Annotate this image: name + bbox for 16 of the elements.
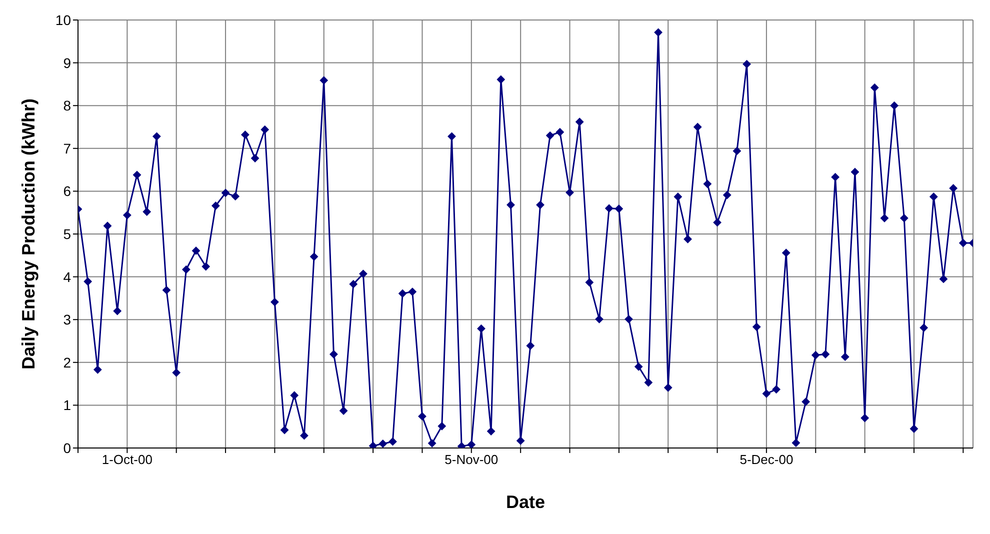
- y-tick-label: 9: [63, 54, 72, 71]
- x-tick-label: 5-Dec-00: [740, 452, 794, 468]
- x-axis-title: Date: [506, 492, 546, 512]
- y-tick-label: 6: [63, 183, 72, 200]
- x-tick-label: 1-Oct-00: [102, 452, 152, 468]
- y-tick-label: 2: [63, 354, 72, 370]
- y-tick-label: 5: [63, 226, 72, 242]
- y-axis-title: Daily Energy Production (kWhr): [18, 98, 38, 370]
- y-tick-label: 10: [55, 12, 72, 28]
- x-tick-label: 5-Nov-00: [444, 452, 498, 468]
- y-tick-label: 0: [63, 440, 72, 456]
- y-tick-label: 8: [63, 98, 72, 114]
- y-tick-label: 3: [63, 312, 72, 328]
- y-tick-label: 1: [63, 397, 72, 414]
- y-tick-label: 4: [63, 268, 72, 285]
- y-tick-label: 7: [63, 140, 72, 156]
